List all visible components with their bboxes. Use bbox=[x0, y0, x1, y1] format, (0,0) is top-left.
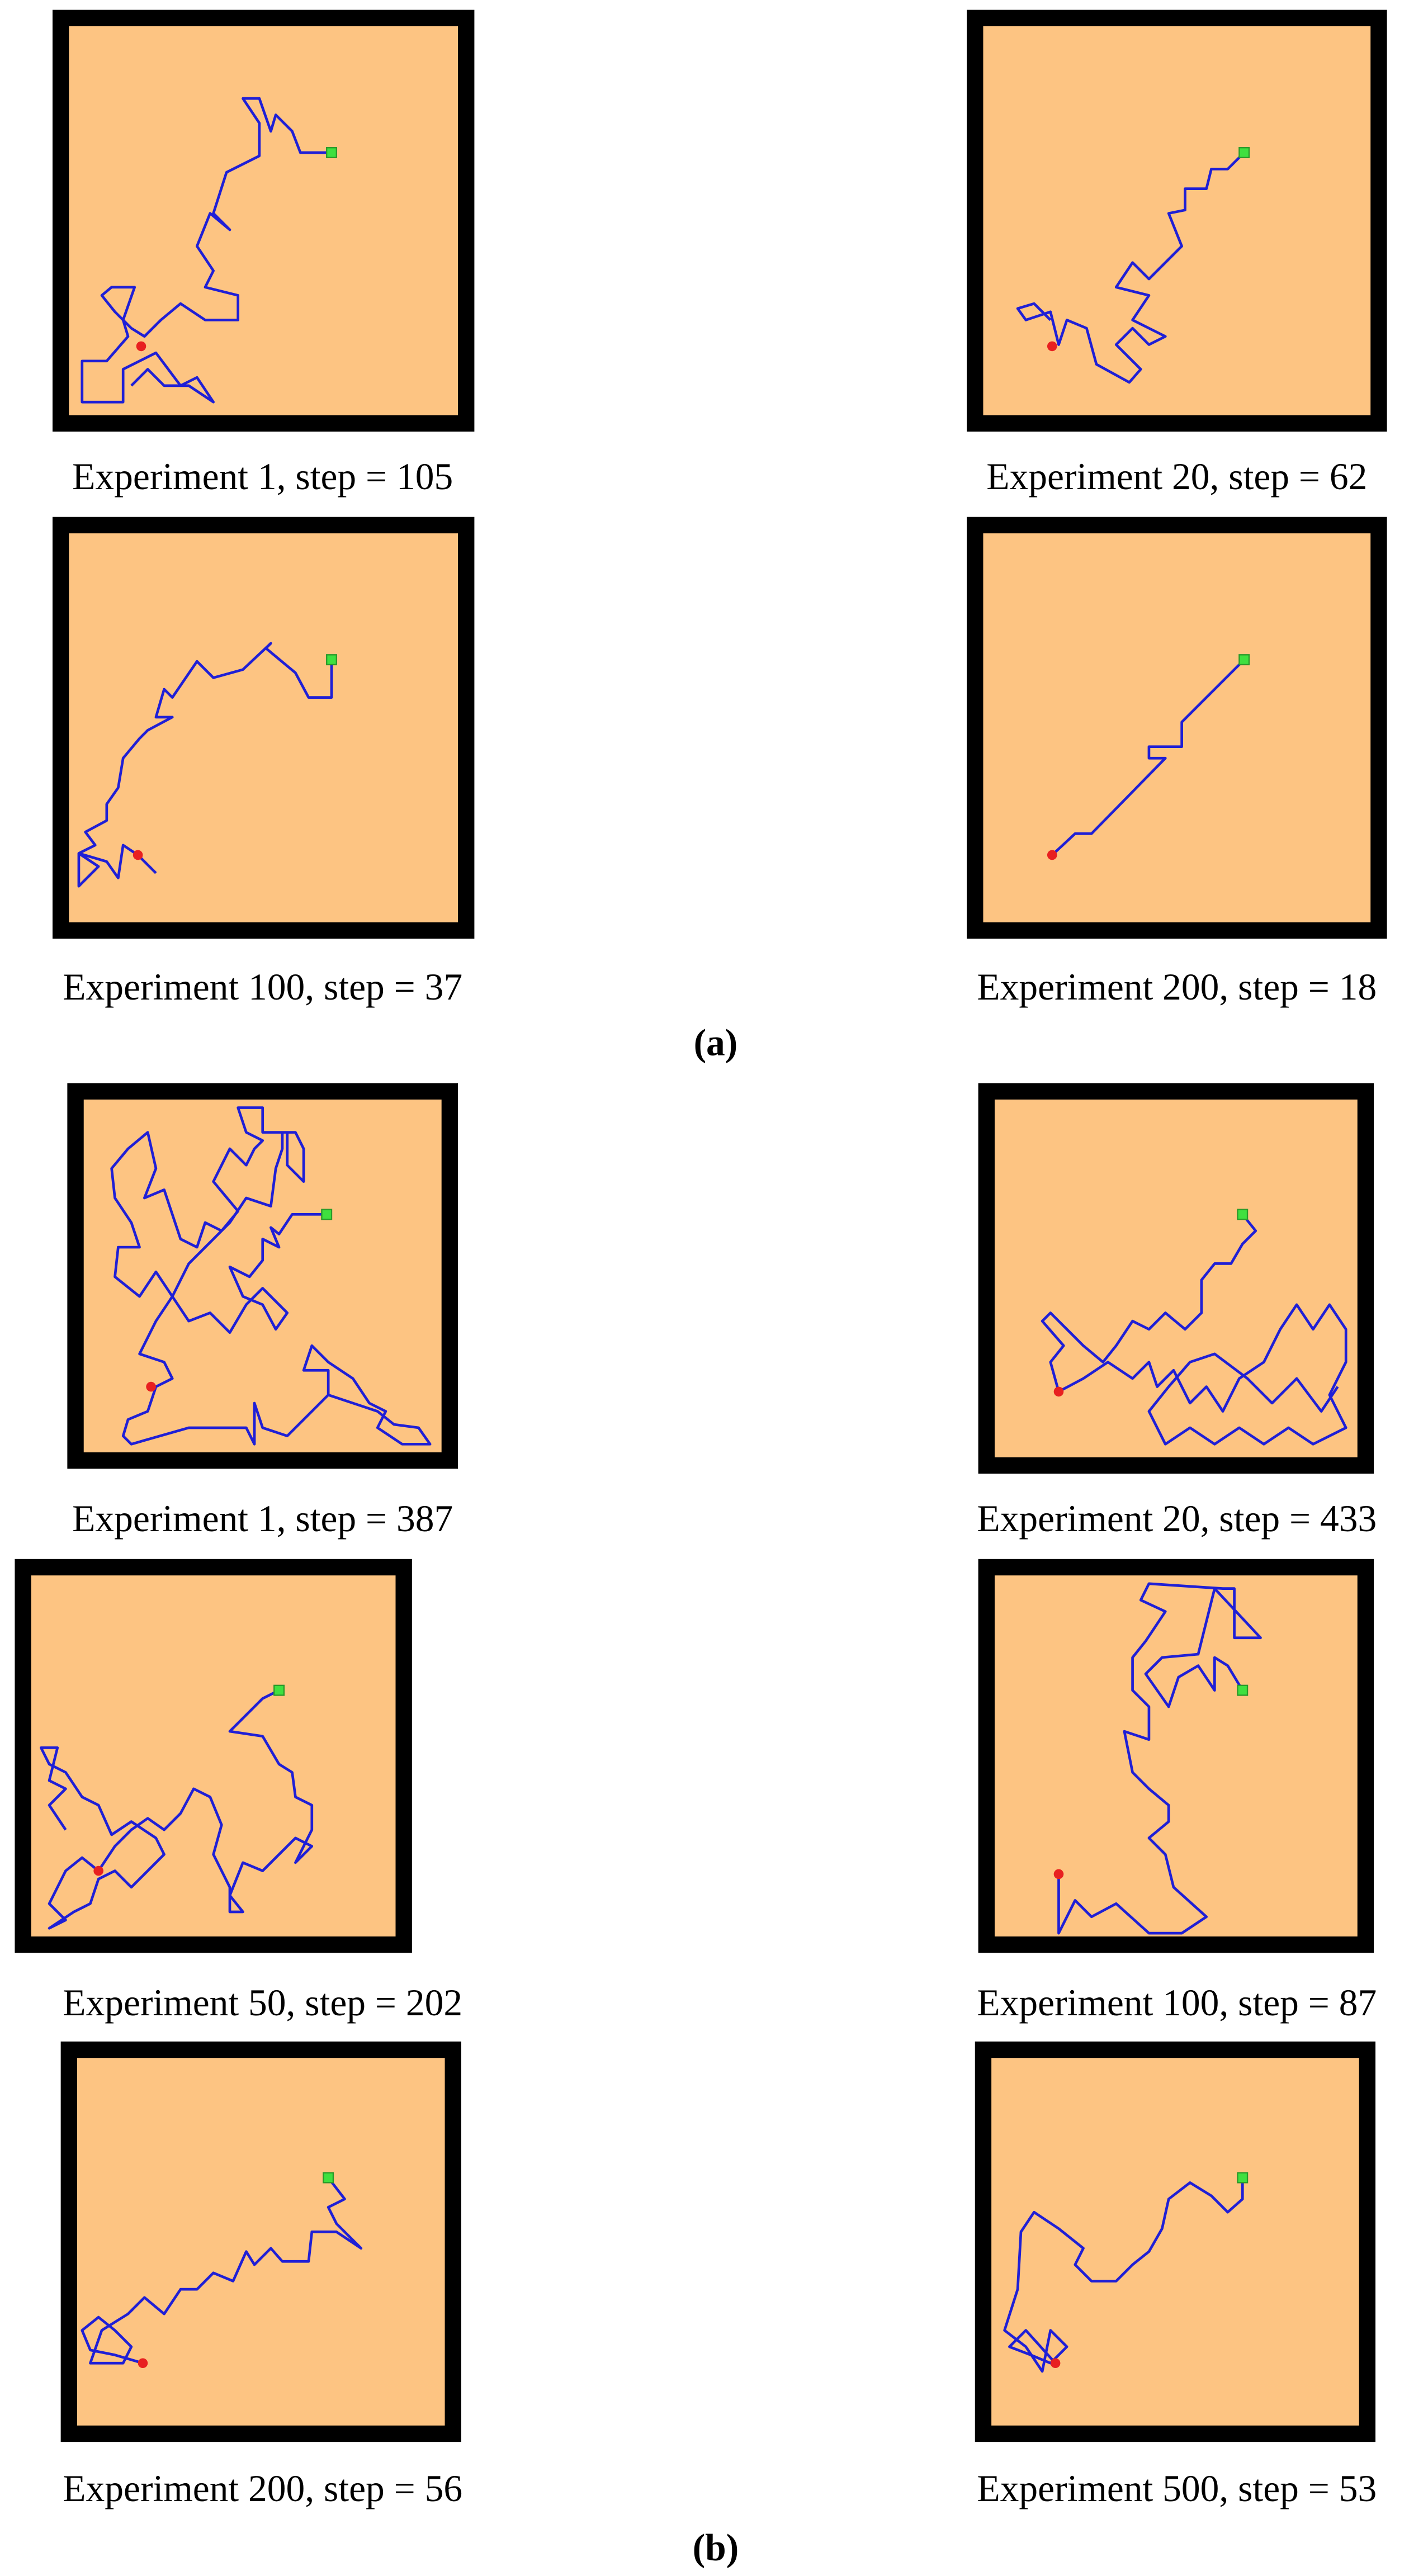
start-marker bbox=[1050, 2358, 1061, 2369]
panel-field bbox=[69, 26, 458, 415]
goal-marker bbox=[1237, 1209, 1249, 1220]
panel: Experiment 200, step = 18 bbox=[967, 517, 1387, 1008]
start-marker bbox=[1053, 1386, 1064, 1397]
panel: Experiment 50, step = 202 bbox=[15, 1559, 462, 2024]
panel: Experiment 20, step = 433 bbox=[977, 1083, 1377, 1540]
panel: Experiment 200, step = 56 bbox=[60, 2041, 462, 2509]
start-marker bbox=[146, 1381, 156, 1392]
start-marker bbox=[93, 1865, 103, 1876]
panel-caption: Experiment 1, step = 387 bbox=[72, 1498, 453, 1540]
path-trace bbox=[1041, 1213, 1347, 1446]
panel-field bbox=[69, 533, 458, 922]
goal-marker bbox=[1237, 2172, 1249, 2184]
panel-field bbox=[991, 2058, 1359, 2426]
goal-marker bbox=[326, 654, 337, 666]
path-trace bbox=[1051, 659, 1245, 856]
panel-field bbox=[77, 2058, 445, 2426]
path-trace bbox=[81, 97, 332, 404]
start-marker bbox=[136, 341, 146, 352]
goal-marker bbox=[326, 147, 337, 158]
panel-field bbox=[983, 533, 1371, 922]
panel-caption: Experiment 1, step = 105 bbox=[72, 456, 453, 498]
goal-marker bbox=[321, 1209, 333, 1220]
panel-field bbox=[994, 1099, 1358, 1457]
panel-caption: Experiment 200, step = 56 bbox=[63, 2468, 462, 2509]
panel-caption: Experiment 100, step = 37 bbox=[63, 966, 462, 1008]
goal-marker bbox=[1237, 1684, 1249, 1696]
subfigure-label: (a) bbox=[694, 1022, 738, 1064]
path-trace bbox=[1016, 151, 1245, 384]
panel-caption: Experiment 100, step = 87 bbox=[977, 1982, 1377, 2024]
panel: Experiment 100, step = 37 bbox=[52, 517, 475, 1008]
path-trace bbox=[81, 2177, 363, 2365]
panel-field bbox=[83, 1099, 442, 1452]
panel-caption: Experiment 500, step = 53 bbox=[977, 2468, 1377, 2509]
panel: Experiment 100, step = 87 bbox=[977, 1559, 1377, 2024]
start-marker bbox=[138, 2358, 148, 2369]
goal-marker bbox=[323, 2172, 334, 2184]
start-marker bbox=[1047, 850, 1057, 860]
path-trace bbox=[77, 642, 333, 888]
panel: Experiment 20, step = 62 bbox=[967, 10, 1387, 498]
goal-marker bbox=[273, 1684, 285, 1696]
goal-marker bbox=[1238, 147, 1250, 158]
panel-field bbox=[994, 1575, 1358, 1936]
path-trace bbox=[40, 1689, 314, 1930]
panel-caption: Experiment 200, step = 18 bbox=[977, 966, 1377, 1008]
start-marker bbox=[1047, 341, 1057, 352]
path-trace bbox=[1003, 2177, 1244, 2373]
panel-caption: Experiment 20, step = 433 bbox=[977, 1498, 1377, 1540]
panel-field bbox=[983, 26, 1371, 415]
path-trace bbox=[110, 1106, 432, 1446]
subfigure-label: (b) bbox=[693, 2527, 739, 2569]
panel-caption: Experiment 50, step = 202 bbox=[63, 1982, 462, 2024]
path-trace bbox=[1057, 1582, 1262, 1935]
start-marker bbox=[1053, 1869, 1064, 1879]
goal-marker bbox=[1238, 654, 1250, 666]
panel: Experiment 1, step = 387 bbox=[67, 1083, 458, 1540]
panel-caption: Experiment 20, step = 62 bbox=[986, 456, 1367, 498]
panel-field bbox=[31, 1575, 396, 1936]
start-marker bbox=[133, 850, 143, 860]
panel: Experiment 500, step = 53 bbox=[975, 2041, 1377, 2509]
panel: Experiment 1, step = 105 bbox=[52, 10, 475, 498]
